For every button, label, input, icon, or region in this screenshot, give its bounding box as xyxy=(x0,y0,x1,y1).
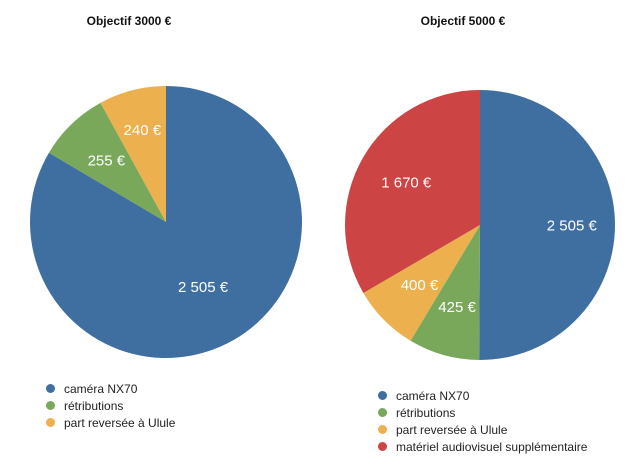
legend-item-materiel-audiovisuel-supplementaire: matériel audiovisuel supplémentaire xyxy=(378,438,587,455)
legend-swatch xyxy=(378,425,387,434)
pie-slice-materiel-audiovisuel-supplementaire xyxy=(345,90,480,293)
legend-swatch xyxy=(378,442,387,451)
chart-title: Objectif 3000 € xyxy=(86,14,172,28)
pie-slice-camera-nx70 xyxy=(479,90,615,360)
slice-value-label: 425 € xyxy=(438,299,476,316)
pie-slice-retributions xyxy=(410,225,480,360)
slice-value-label: 255 € xyxy=(88,152,126,169)
slice-value-label: 1 670 € xyxy=(381,175,432,192)
chart-objectif-5000: Objectif 5000 € 2 505 € 425 € 400 € 1 670 €… xyxy=(320,0,640,469)
legend-swatch xyxy=(46,418,55,427)
pie-slice-part-reversee-a-ulule xyxy=(363,225,480,341)
legend-swatch xyxy=(46,384,55,393)
slice-value-label: 2 505 € xyxy=(547,217,598,234)
legend-swatch xyxy=(378,408,387,417)
legend-item-camera-nx70: caméra NX70 xyxy=(378,387,587,404)
legend-item-part-reversee-a-ulule: part reversée à Ulule xyxy=(378,421,587,438)
pie-chart: 2 505 € 255 € 240 € xyxy=(29,86,303,358)
slice-value-label: 240 € xyxy=(124,122,162,139)
chart-objectif-3000: Objectif 3000 € 2 505 € 255 € 240 € caméra… xyxy=(29,14,303,431)
legend-label: caméra NX70 xyxy=(396,388,470,403)
legend-swatch xyxy=(378,391,387,400)
legend-swatch xyxy=(46,401,55,410)
chart-title: Objectif 5000 € xyxy=(420,14,506,28)
legend-item-retributions: rétributions xyxy=(46,397,175,414)
legend-label: part reversée à Ulule xyxy=(64,415,176,430)
pie-slice-retributions xyxy=(48,102,166,222)
legend-item-retributions: rétributions xyxy=(378,404,587,421)
pie-chart: 2 505 € 425 € 400 € 1 670 € xyxy=(345,90,615,360)
legend-label: rétributions xyxy=(64,398,124,413)
legend-label: caméra NX70 xyxy=(64,381,138,396)
pie-slice-part-reversee-a-ulule xyxy=(100,86,166,222)
legend-label: matériel audiovisuel supplémentaire xyxy=(396,439,588,454)
legend: caméra NX70 rétributions part reversée à U… xyxy=(378,387,587,455)
slice-value-label: 400 € xyxy=(401,277,439,294)
legend-label: rétributions xyxy=(396,405,456,420)
legend-item-part-reversee-a-ulule: part reversée à Ulule xyxy=(46,414,175,431)
legend-item-camera-nx70: caméra NX70 xyxy=(46,380,175,397)
legend: caméra NX70 rétributions part reversée à U… xyxy=(46,380,175,431)
legend-label: part reversée à Ulule xyxy=(396,422,508,437)
slice-value-label: 2 505 € xyxy=(178,279,229,296)
